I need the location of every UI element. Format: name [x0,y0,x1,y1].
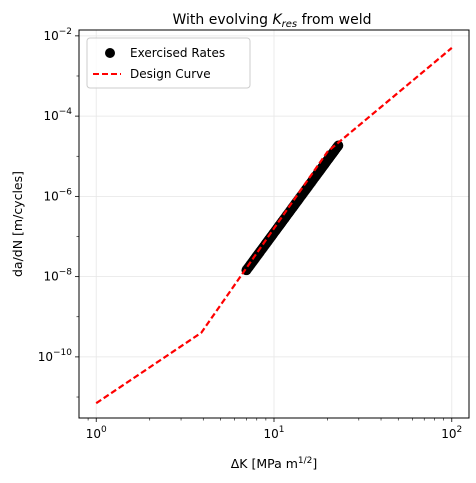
legend-box [86,37,251,89]
axis-ticks: 100 101 102 10−10 10−8 10−6 10−4 10−2 [38,27,463,441]
y-tick-label: 10−8 [43,268,72,284]
x-tick-label: 102 [441,425,462,441]
x-tick-label: 100 [86,425,107,441]
y-tick-label: 10−10 [38,348,73,364]
chart-title: With evolving Kres from weld [173,12,372,30]
legend-label-exercised-rates: Exercised Rates [130,46,225,60]
grid-lines [79,30,469,418]
y-tick-label: 10−2 [43,27,72,43]
legend-label-design-curve: Design Curve [130,67,211,81]
legend: Exercised Rates Design Curve [86,37,251,89]
x-tick-label: 101 [263,425,284,441]
legend-marker-exercised-rates [105,48,115,58]
y-tick-label: 10−4 [43,107,72,123]
x-axis-label: ΔK [MPa m1/2] [231,456,318,471]
design-curve-line [95,47,453,405]
y-axis-label: da/dN [m/cycles] [10,171,25,277]
plot-series [95,47,453,405]
y-tick-label: 10−6 [43,187,72,203]
exercised-rate-point [333,140,344,151]
